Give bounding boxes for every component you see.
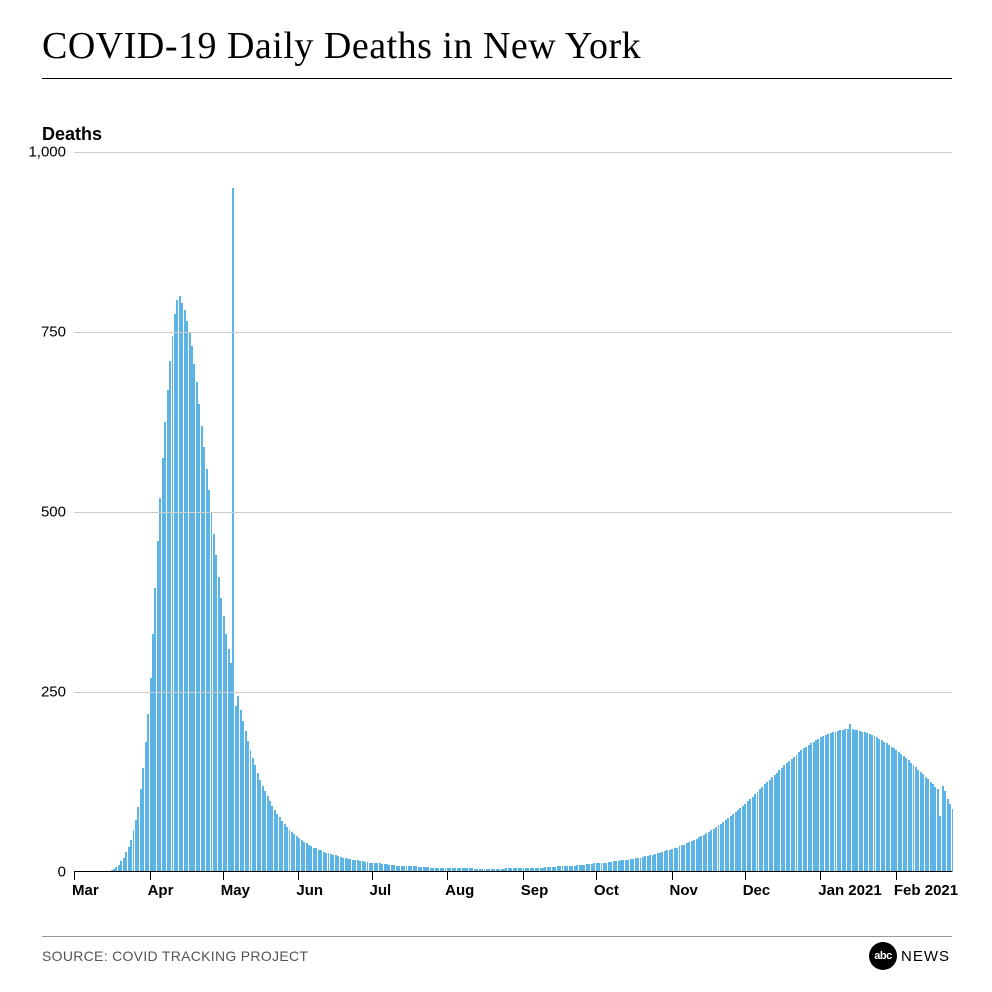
x-tick-label: May (221, 882, 250, 899)
x-tick-mark (672, 872, 673, 880)
x-tick-mark (896, 872, 897, 880)
x-tick-mark (298, 872, 299, 880)
x-tick-label: Apr (148, 882, 174, 899)
x-tick-mark (74, 872, 75, 880)
y-axis-label: Deaths (42, 124, 102, 145)
x-tick-label: Jul (370, 882, 392, 899)
abc-logo-circle: abc (869, 942, 897, 970)
x-tick-label: Dec (743, 882, 771, 899)
x-tick-mark (820, 872, 821, 880)
x-tick-label: Sep (521, 882, 549, 899)
footer-divider (42, 936, 952, 937)
x-tick-label: Feb 2021 (894, 882, 958, 899)
x-tick-label: Mar (72, 882, 99, 899)
news-logo-text: NEWS (901, 948, 950, 965)
chart-plot-area: 02505007501,000 (74, 152, 952, 872)
x-axis-ticks: MarAprMayJunJulAugSepOctNovDecJan 2021Fe… (74, 880, 952, 904)
source-attribution: SOURCE: COVID TRACKING PROJECT (42, 948, 308, 964)
x-tick-mark (523, 872, 524, 880)
title-divider (42, 78, 952, 79)
gridline (74, 332, 952, 333)
x-tick-label: Nov (670, 882, 698, 899)
x-tick-label: Aug (445, 882, 474, 899)
y-tick-label: 250 (41, 684, 66, 701)
y-tick-label: 0 (58, 864, 66, 881)
x-tick-mark (150, 872, 151, 880)
bar (952, 809, 954, 872)
gridline (74, 152, 952, 153)
x-tick-mark (596, 872, 597, 880)
gridline (74, 512, 952, 513)
gridline (74, 692, 952, 693)
chart-title: COVID-19 Daily Deaths in New York (42, 24, 641, 68)
x-tick-label: Jan 2021 (818, 882, 881, 899)
y-tick-label: 750 (41, 324, 66, 341)
x-tick-mark (447, 872, 448, 880)
y-tick-label: 1,000 (28, 144, 66, 161)
x-tick-mark (223, 872, 224, 880)
x-tick-label: Jun (296, 882, 323, 899)
y-tick-label: 500 (41, 504, 66, 521)
x-tick-label: Oct (594, 882, 619, 899)
x-tick-mark (372, 872, 373, 880)
x-tick-mark (745, 872, 746, 880)
abc-news-logo: abc NEWS (869, 942, 950, 970)
